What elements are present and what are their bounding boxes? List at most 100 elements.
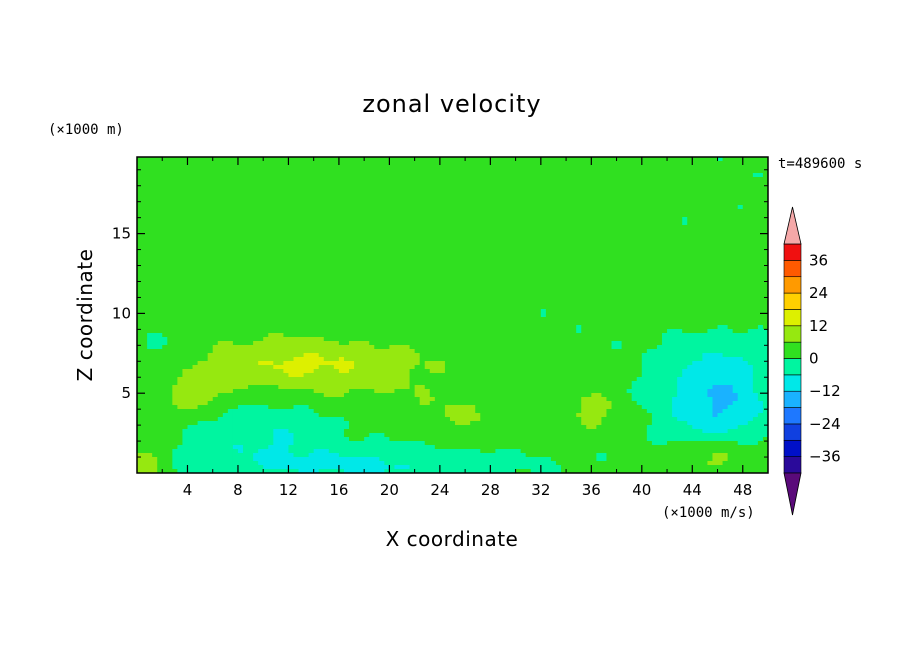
- field-cell: [324, 289, 330, 294]
- field-cell: [718, 161, 724, 166]
- field-cell: [187, 233, 193, 238]
- field-cell: [420, 197, 426, 202]
- field-cell: [258, 197, 264, 202]
- field-cell: [415, 185, 421, 190]
- field-cell: [435, 285, 441, 290]
- field-cell: [172, 301, 178, 306]
- field-cell: [228, 277, 234, 282]
- field-cell: [394, 301, 400, 306]
- field-cell: [410, 197, 416, 202]
- field-cell: [551, 297, 557, 302]
- field-cell: [612, 189, 618, 194]
- field-cell: [445, 169, 451, 174]
- field-cell: [253, 257, 259, 262]
- field-cell: [733, 193, 739, 198]
- field-cell: [324, 301, 330, 306]
- field-cell: [657, 281, 663, 286]
- field-cell: [718, 189, 724, 194]
- field-cell: [521, 257, 527, 262]
- field-cell: [500, 181, 506, 186]
- field-cell: [299, 209, 305, 214]
- field-cell: [248, 249, 254, 254]
- field-cell: [344, 209, 350, 214]
- field-cell: [339, 165, 345, 170]
- field-cell: [263, 229, 269, 234]
- field-cell: [283, 277, 289, 282]
- field-cell: [490, 205, 496, 210]
- field-cell: [147, 161, 153, 166]
- field-cell: [556, 249, 562, 254]
- field-cell: [203, 257, 209, 262]
- field-cell: [485, 289, 491, 294]
- field-cell: [480, 261, 486, 266]
- field-cell: [576, 209, 582, 214]
- field-cell: [546, 225, 552, 230]
- field-cell: [359, 181, 365, 186]
- field-cell: [223, 265, 229, 270]
- field-cell: [667, 301, 673, 306]
- field-cell: [506, 273, 512, 278]
- field-cell: [606, 241, 612, 246]
- field-cell: [309, 281, 315, 286]
- field-cell: [263, 309, 269, 314]
- field-cell: [329, 301, 335, 306]
- field-cell: [490, 301, 496, 306]
- field-cell: [253, 269, 259, 274]
- field-cell: [586, 265, 592, 270]
- field-cell: [288, 301, 294, 306]
- field-cell: [662, 173, 668, 178]
- field-cell: [702, 253, 708, 258]
- field-cell: [379, 269, 385, 274]
- field-cell: [485, 293, 491, 298]
- field-cell: [339, 225, 345, 230]
- field-cell: [329, 185, 335, 190]
- field-cell: [556, 169, 562, 174]
- field-cell: [556, 237, 562, 242]
- field-cell: [430, 169, 436, 174]
- field-cell: [506, 293, 512, 298]
- field-cell: [541, 273, 547, 278]
- field-cell: [233, 209, 239, 214]
- field-cell: [723, 197, 729, 202]
- field-cell: [566, 269, 572, 274]
- field-cell: [465, 269, 471, 274]
- field-cell: [142, 161, 148, 166]
- field-cell: [566, 289, 572, 294]
- field-cell: [293, 313, 299, 318]
- field-cell: [162, 257, 168, 262]
- field-cell: [718, 225, 724, 230]
- field-cell: [637, 273, 643, 278]
- field-cell: [182, 265, 188, 270]
- field-cell: [576, 269, 582, 274]
- field-cell: [627, 297, 633, 302]
- field-cell: [203, 217, 209, 222]
- field-cell: [198, 169, 204, 174]
- field-cell: [369, 273, 375, 278]
- field-cell: [440, 177, 446, 182]
- field-cell: [642, 173, 648, 178]
- field-cell: [198, 197, 204, 202]
- field-cell: [637, 209, 643, 214]
- field-cell: [309, 285, 315, 290]
- field-cell: [531, 273, 537, 278]
- field-cell: [480, 273, 486, 278]
- field-cell: [536, 209, 542, 214]
- field-cell: [193, 285, 199, 290]
- field-cell: [435, 309, 441, 314]
- field-cell: [147, 297, 153, 302]
- field-cell: [137, 221, 143, 226]
- field-cell: [485, 281, 491, 286]
- field-cell: [551, 221, 557, 226]
- field-cell: [420, 309, 426, 314]
- field-cell: [319, 289, 325, 294]
- field-cell: [495, 193, 501, 198]
- field-cell: [329, 201, 335, 206]
- field-cell: [389, 161, 395, 166]
- field-cell: [243, 233, 249, 238]
- field-cell: [511, 197, 517, 202]
- field-cell: [657, 293, 663, 298]
- field-cell: [687, 245, 693, 250]
- field-cell: [435, 177, 441, 182]
- field-cell: [364, 305, 370, 310]
- field-cell: [157, 217, 163, 222]
